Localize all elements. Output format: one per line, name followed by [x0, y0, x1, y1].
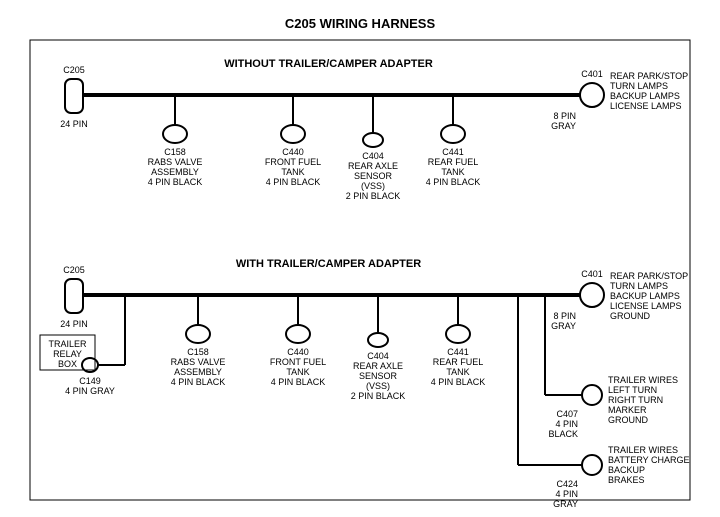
wiring-diagram: C205 WIRING HARNESS WITHOUT TRAILER/CAMPE…	[0, 0, 720, 517]
branch-code: C424	[556, 479, 578, 489]
svg-text:C149: C149	[79, 376, 101, 386]
drop-code: C158	[187, 347, 209, 357]
svg-text:TANK: TANK	[441, 167, 464, 177]
svg-text:4 PIN BLACK: 4 PIN BLACK	[148, 177, 203, 187]
svg-text:BACKUP LAMPS: BACKUP LAMPS	[610, 91, 680, 101]
svg-text:RABS VALVE: RABS VALVE	[171, 357, 226, 367]
drop-node	[363, 133, 383, 147]
svg-text:4 PIN BLACK: 4 PIN BLACK	[171, 377, 226, 387]
svg-text:BLACK: BLACK	[548, 429, 578, 439]
drop-code: C440	[287, 347, 309, 357]
svg-text:4 PIN: 4 PIN	[555, 419, 578, 429]
right-connector-code: C401	[581, 69, 603, 79]
svg-text:REAR PARK/STOP: REAR PARK/STOP	[610, 271, 688, 281]
svg-text:GROUND: GROUND	[608, 415, 648, 425]
svg-text:4 PIN GRAY: 4 PIN GRAY	[65, 386, 115, 396]
drop-code: C440	[282, 147, 304, 157]
svg-text:TANK: TANK	[286, 367, 309, 377]
drop-node	[286, 325, 310, 343]
svg-text:REAR PARK/STOP: REAR PARK/STOP	[610, 71, 688, 81]
svg-text:SENSOR: SENSOR	[359, 371, 398, 381]
branch-node	[582, 385, 602, 405]
svg-text:RABS VALVE: RABS VALVE	[148, 157, 203, 167]
branch-code: C407	[556, 409, 578, 419]
svg-text:TRAILER WIRES: TRAILER WIRES	[608, 445, 678, 455]
right-connector	[580, 83, 604, 107]
page-title: C205 WIRING HARNESS	[285, 16, 436, 31]
drop-node	[368, 333, 388, 347]
left-connector-code: C205	[63, 65, 85, 75]
svg-text:TANK: TANK	[281, 167, 304, 177]
left-connector	[65, 279, 83, 313]
svg-text:ASSEMBLY: ASSEMBLY	[174, 367, 222, 377]
drop-node	[441, 125, 465, 143]
svg-text:FRONT FUEL: FRONT FUEL	[265, 157, 321, 167]
svg-text:4 PIN: 4 PIN	[555, 489, 578, 499]
section-subtitle: WITHOUT TRAILER/CAMPER ADAPTER	[224, 58, 433, 70]
left-connector-pins: 24 PIN	[60, 119, 88, 129]
svg-text:REAR FUEL: REAR FUEL	[428, 157, 479, 167]
left-connector-code: C205	[63, 265, 85, 275]
svg-text:TURN LAMPS: TURN LAMPS	[610, 81, 668, 91]
svg-text:2 PIN BLACK: 2 PIN BLACK	[346, 191, 401, 201]
section: WITHOUT TRAILER/CAMPER ADAPTER C205 24 PIN…	[60, 58, 688, 201]
svg-text:ASSEMBLY: ASSEMBLY	[151, 167, 199, 177]
left-connector	[65, 79, 83, 113]
svg-text:GROUND: GROUND	[610, 311, 650, 321]
svg-text:BACKUP LAMPS: BACKUP LAMPS	[610, 291, 680, 301]
drop-node	[281, 125, 305, 143]
svg-text:REAR FUEL: REAR FUEL	[433, 357, 484, 367]
svg-text:TURN LAMPS: TURN LAMPS	[610, 281, 668, 291]
svg-text:LICENSE LAMPS: LICENSE LAMPS	[610, 301, 682, 311]
svg-text:8 PIN: 8 PIN	[553, 311, 576, 321]
svg-text:GRAY: GRAY	[553, 499, 578, 509]
drop-node	[163, 125, 187, 143]
svg-text:RELAY: RELAY	[53, 349, 82, 359]
svg-text:8 PIN: 8 PIN	[553, 111, 576, 121]
drop-code: C158	[164, 147, 186, 157]
svg-text:RIGHT TURN: RIGHT TURN	[608, 395, 663, 405]
svg-text:BOX: BOX	[58, 359, 77, 369]
svg-text:TRAILER: TRAILER	[48, 339, 87, 349]
svg-text:(VSS): (VSS)	[361, 181, 385, 191]
svg-text:4 PIN BLACK: 4 PIN BLACK	[426, 177, 481, 187]
svg-text:GRAY: GRAY	[551, 121, 576, 131]
svg-text:2 PIN BLACK: 2 PIN BLACK	[351, 391, 406, 401]
svg-text:BACKUP: BACKUP	[608, 465, 645, 475]
right-connector-code: C401	[581, 269, 603, 279]
svg-text:GRAY: GRAY	[551, 321, 576, 331]
svg-text:TRAILER WIRES: TRAILER WIRES	[608, 375, 678, 385]
svg-text:TANK: TANK	[446, 367, 469, 377]
drop-code: C404	[367, 351, 389, 361]
svg-text:FRONT FUEL: FRONT FUEL	[270, 357, 326, 367]
branch-node	[582, 455, 602, 475]
svg-text:REAR AXLE: REAR AXLE	[348, 161, 398, 171]
drop-node	[186, 325, 210, 343]
svg-text:REAR AXLE: REAR AXLE	[353, 361, 403, 371]
svg-text:4 PIN BLACK: 4 PIN BLACK	[431, 377, 486, 387]
svg-text:BATTERY CHARGE: BATTERY CHARGE	[608, 455, 690, 465]
svg-text:MARKER: MARKER	[608, 405, 647, 415]
drop-node	[446, 325, 470, 343]
svg-text:SENSOR: SENSOR	[354, 171, 393, 181]
svg-text:(VSS): (VSS)	[366, 381, 390, 391]
svg-text:4 PIN BLACK: 4 PIN BLACK	[266, 177, 321, 187]
section-subtitle: WITH TRAILER/CAMPER ADAPTER	[236, 258, 421, 270]
right-connector	[580, 283, 604, 307]
section: WITH TRAILER/CAMPER ADAPTER C205 24 PIN C40…	[40, 258, 690, 509]
left-connector-pins: 24 PIN	[60, 319, 88, 329]
svg-text:4 PIN BLACK: 4 PIN BLACK	[271, 377, 326, 387]
drop-code: C404	[362, 151, 384, 161]
svg-text:LICENSE LAMPS: LICENSE LAMPS	[610, 101, 682, 111]
svg-text:BRAKES: BRAKES	[608, 475, 645, 485]
svg-text:LEFT TURN: LEFT TURN	[608, 385, 657, 395]
drop-code: C441	[447, 347, 469, 357]
drop-code: C441	[442, 147, 464, 157]
